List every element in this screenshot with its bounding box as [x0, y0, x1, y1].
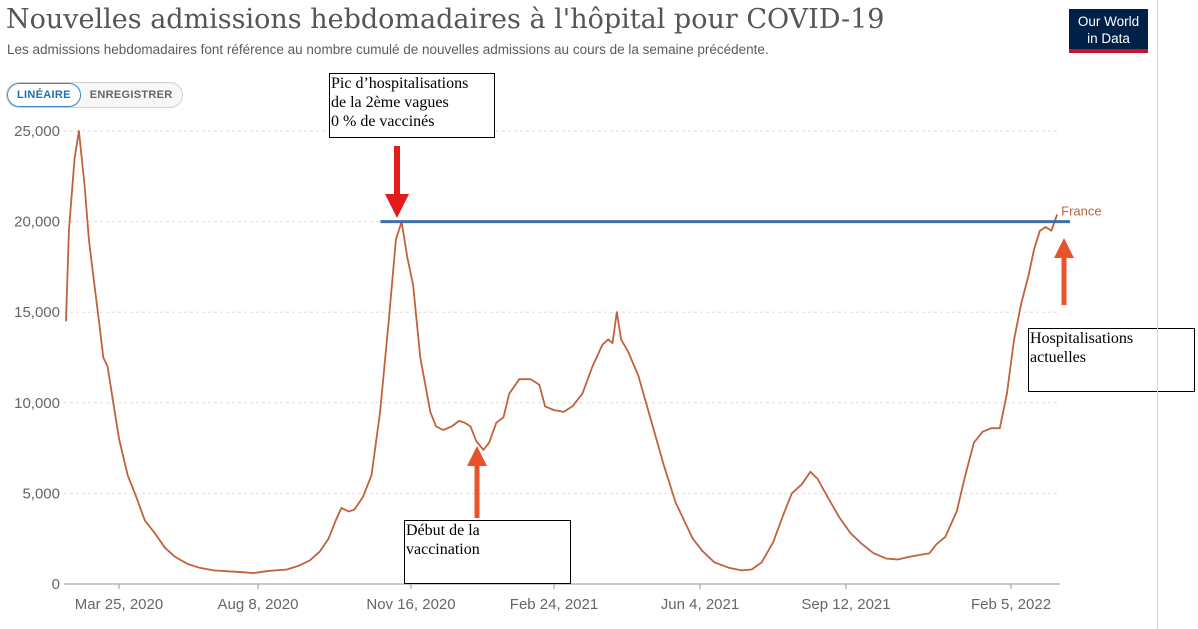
chart-title: Nouvelles admissions hebdomadaires à l'h…: [6, 4, 885, 35]
x-tick-label: Sep 12, 2021: [801, 596, 890, 613]
x-tick-label: Jun 4, 2021: [661, 596, 739, 613]
scale-toggle[interactable]: LINÉAIRE ENREGISTRER: [6, 82, 183, 108]
series-label-france: France: [1061, 203, 1101, 218]
y-tick-label: 15,000: [14, 304, 60, 321]
annotation-current: Hospitalisations actuelles: [1028, 328, 1195, 392]
gridlines: [64, 130, 1060, 585]
log-scale-button[interactable]: ENREGISTRER: [89, 89, 173, 101]
y-tick-label: 5,000: [22, 485, 60, 502]
x-tick-label: Feb 24, 2021: [510, 596, 598, 613]
x-axis: Mar 25, 2020 Aug 8, 2020 Nov 16, 2020 Feb 2…: [75, 584, 1051, 613]
x-tick-label: Mar 25, 2020: [75, 596, 163, 613]
annotation-peak: Pic d’hospitalisations de la 2ème vagues…: [329, 73, 495, 138]
y-tick-label: 25,000: [14, 123, 60, 140]
x-tick-label: Aug 8, 2020: [218, 596, 299, 613]
x-tick-label: Nov 16, 2020: [366, 596, 455, 613]
owid-logo[interactable]: Our World in Data: [1069, 9, 1148, 53]
y-tick-label: 20,000: [14, 214, 60, 231]
annotation-vaccination: Début de la vaccination: [404, 520, 571, 584]
logo-line-2: in Data: [1087, 31, 1130, 46]
y-tick-label: 0: [52, 576, 60, 593]
series-france: [65, 130, 1058, 574]
series-line: [65, 130, 1058, 574]
chart-subtitle: Les admissions hebdomadaires font référe…: [7, 42, 769, 57]
y-tick-label: 10,000: [14, 395, 60, 412]
linear-scale-button[interactable]: LINÉAIRE: [7, 83, 81, 107]
frame-border: [1157, 0, 1158, 629]
logo-line-1: Our World: [1077, 14, 1140, 29]
x-tick-label: Feb 5, 2022: [971, 596, 1051, 613]
y-axis: 0 5,000 10,000 15,000 20,000 25,000: [14, 123, 60, 593]
